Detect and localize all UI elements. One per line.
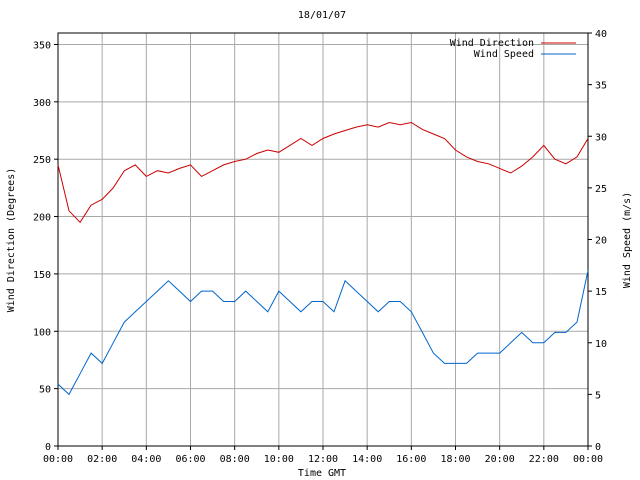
x-tick-label: 04:00 [131, 454, 161, 465]
x-tick-label: 18:00 [440, 454, 470, 465]
left-tick-label: 50 [39, 385, 51, 396]
left-tick-label: 300 [33, 98, 51, 109]
right-axis-label: Wind Speed (m/s) [622, 192, 633, 288]
chart-grid [58, 33, 588, 446]
left-tick-label: 350 [33, 40, 51, 51]
wind-speed-line [57, 270, 589, 396]
series-layer [57, 121, 589, 396]
x-tick-label: 14:00 [352, 454, 382, 465]
bottom-axis: 00:00 02:00 04:00 06:00 08:00 10:00 12:00 14:00… [43, 446, 603, 465]
x-tick-label: 12:00 [308, 454, 338, 465]
x-tick-label: 00:00 [43, 454, 73, 465]
x-tick-label: 20:00 [485, 454, 515, 465]
left-tick-label: 250 [33, 155, 51, 166]
right-axis: 0 5 10 15 20 25 30 35 40 [588, 29, 607, 453]
x-tick-label: 10:00 [264, 454, 294, 465]
left-tick-label: 200 [33, 213, 51, 224]
wind-direction-line [57, 121, 589, 224]
left-tick-label: 150 [33, 270, 51, 281]
x-tick-label: 00:00 [573, 454, 603, 465]
x-tick-label: 02:00 [87, 454, 117, 465]
left-tick-label: 0 [45, 442, 51, 453]
legend-label-wind-direction: Wind Direction [450, 38, 534, 49]
right-tick-label: 10 [595, 339, 607, 350]
right-tick-label: 5 [595, 390, 601, 401]
right-tick-label: 0 [595, 442, 601, 453]
x-axis-label: Time GMT [298, 468, 346, 479]
legend-label-wind-speed: Wind Speed [474, 49, 534, 60]
right-tick-label: 40 [595, 29, 607, 40]
left-axis: 0 50 100 150 200 250 300 350 [33, 40, 58, 453]
right-tick-label: 35 [595, 81, 607, 92]
x-tick-label: 16:00 [396, 454, 426, 465]
chart-title: 18/01/07 [298, 10, 346, 21]
right-tick-label: 15 [595, 287, 607, 298]
x-tick-label: 06:00 [175, 454, 205, 465]
right-tick-label: 30 [595, 132, 607, 143]
x-tick-label: 08:00 [220, 454, 250, 465]
x-tick-label: 22:00 [529, 454, 559, 465]
left-tick-label: 100 [33, 327, 51, 338]
left-axis-label: Wind Direction (Degrees) [6, 168, 17, 313]
right-tick-label: 20 [595, 236, 607, 247]
right-tick-label: 25 [595, 184, 607, 195]
